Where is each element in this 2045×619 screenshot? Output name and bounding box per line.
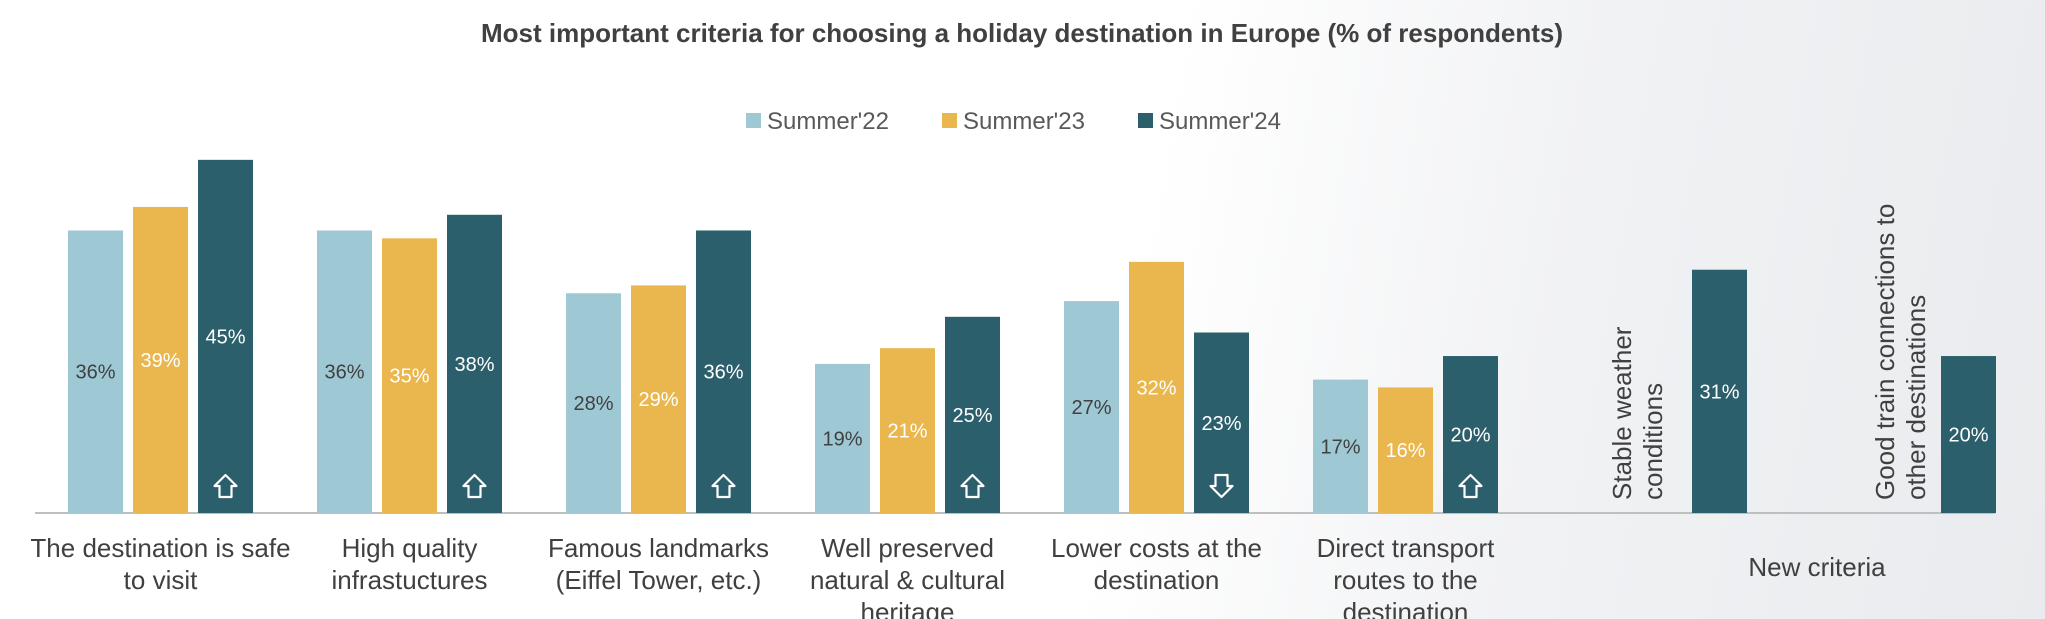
bar-value-label: 29%: [638, 389, 678, 411]
category-label: The destination is safe to visit: [30, 533, 290, 595]
category-label: High quality infrastuctures: [331, 533, 487, 595]
bar: [815, 363, 870, 513]
bar-value-label: 28%: [573, 393, 613, 415]
legend-label-1: Summer'22: [767, 108, 889, 135]
bar-group-2: 36% 35% 38% High quality infrastuctures: [317, 214, 502, 595]
bar-value-label: 45%: [205, 326, 245, 348]
bar-value-label: 21%: [887, 421, 927, 443]
down-arrow-icon: [1209, 473, 1234, 499]
new-criteria-section: 31% Stable weatherconditions 20% Good train…: [1607, 204, 1996, 582]
bar: [945, 316, 1000, 513]
new-criteria-bar: [1692, 269, 1747, 513]
bar-value-label: 35%: [389, 366, 429, 388]
bar: [631, 285, 686, 513]
bar-value-label: 16%: [1385, 440, 1425, 462]
bar: [447, 214, 502, 514]
bar: [1064, 301, 1119, 513]
bar-value-label: 38%: [454, 354, 494, 376]
bar: [382, 238, 437, 513]
bar-group-4: 19% 21% 25% Well preserved natural & cultura…: [810, 316, 1005, 619]
chart-legend: Summer'22 Summer'23 Summer'24: [746, 108, 1281, 135]
bar-groups: 36% 39% 45% The destination is safe to visit…: [30, 159, 1498, 619]
bar-value-label: 36%: [324, 362, 364, 384]
category-label: Well preserved natural & cultural heritage: [810, 533, 1005, 619]
bar-group-1: 36% 39% 45% The destination is safe to visit: [30, 159, 291, 595]
new-criteria-category-label: Good train connections toother destinati…: [1870, 204, 1931, 500]
bar: [1443, 356, 1498, 513]
legend-swatch-1: [746, 113, 761, 128]
legend-label-3: Summer'24: [1159, 108, 1281, 135]
bar: [317, 230, 372, 513]
bar: [566, 293, 621, 513]
bar: [696, 230, 751, 513]
bar-value-label: 32%: [1136, 377, 1176, 399]
up-arrow-icon: [711, 473, 736, 499]
bar: [133, 206, 188, 513]
category-label: Direct transport routes to the destination: [1317, 533, 1495, 619]
bar: [198, 159, 253, 513]
category-label: Lower costs at the destination: [1051, 533, 1262, 595]
bar-value-label: 25%: [952, 405, 992, 427]
bar-value-label: 39%: [140, 350, 180, 372]
bar: [1194, 332, 1249, 513]
bar-value-label: 20%: [1948, 425, 1988, 447]
bar-value-label: 36%: [703, 362, 743, 384]
up-arrow-icon: [1458, 473, 1483, 499]
bar-value-label: 17%: [1320, 436, 1360, 458]
bar: [1313, 379, 1368, 513]
up-arrow-icon: [462, 473, 487, 499]
bar-group-5: 27% 32% 23% Lower costs at the destination: [1051, 261, 1262, 595]
up-arrow-icon: [213, 473, 238, 499]
bar: [68, 230, 123, 513]
up-arrow-icon: [960, 473, 985, 499]
new-criteria-bar: [1941, 356, 1996, 513]
category-label: Famous landmarks (Eiffel Tower, etc.): [548, 533, 769, 595]
bar-group-6: 17% 16% 20% Direct transport routes to the de…: [1313, 356, 1498, 619]
bar-value-label: 27%: [1071, 397, 1111, 419]
legend-label-2: Summer'23: [963, 108, 1085, 135]
new-criteria-category-label: Stable weatherconditions: [1607, 326, 1668, 500]
bar-value-label: 31%: [1699, 381, 1739, 403]
bar-value-label: 36%: [75, 362, 115, 384]
new-criteria-label: New criteria: [1748, 552, 1886, 582]
bar: [1378, 387, 1433, 513]
legend-swatch-3: [1138, 113, 1153, 128]
bar-group-3: 28% 29% 36% Famous landmarks (Eiffel Tower, …: [548, 230, 769, 595]
bar-value-label: 20%: [1450, 425, 1490, 447]
bar-value-label: 19%: [822, 428, 862, 450]
bar-value-label: 23%: [1201, 413, 1241, 435]
legend-swatch-2: [942, 113, 957, 128]
bar: [880, 348, 935, 513]
bar: [1129, 261, 1184, 513]
chart-title: Most important criteria for choosing a h…: [481, 18, 1563, 48]
